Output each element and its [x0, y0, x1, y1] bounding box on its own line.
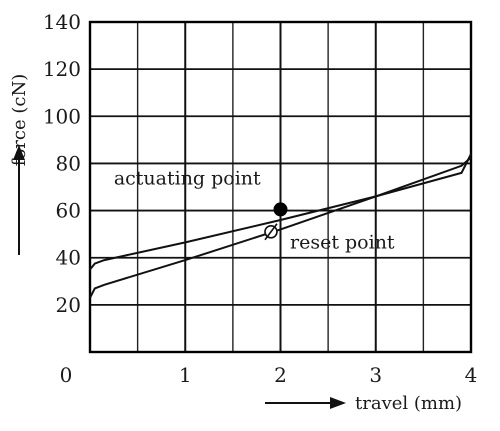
x-tick-label: 2 — [274, 363, 287, 387]
y-tick-label: 40 — [56, 246, 81, 270]
origin-label: 0 — [60, 363, 73, 387]
y-axis-label: force (cN) — [9, 74, 30, 166]
annotations-group: actuating point reset point — [114, 168, 395, 254]
x-tick-label: 1 — [179, 363, 192, 387]
markers-group — [264, 202, 288, 241]
x-tick-label: 3 — [369, 363, 382, 387]
x-axis-label: travel (mm) — [355, 393, 462, 414]
series-line-1 — [89, 153, 472, 271]
y-tick-label: 80 — [56, 151, 81, 175]
x-tick-label: 4 — [465, 363, 478, 387]
y-tick-label: 120 — [43, 57, 81, 81]
y-tick-label: 60 — [56, 199, 81, 223]
y-tick-label: 100 — [43, 104, 81, 128]
actuating-point-label: actuating point — [114, 168, 261, 190]
series-line-2 — [89, 156, 472, 299]
grid — [88, 20, 473, 354]
y-tick-label: 140 — [43, 10, 81, 34]
reset-point-slash — [264, 223, 278, 241]
reset-point-label: reset point — [290, 231, 395, 253]
series-group — [89, 153, 472, 299]
x-axis-arrow — [265, 397, 346, 409]
y-tick-label: 20 — [56, 293, 81, 317]
y-axis-arrow — [13, 145, 25, 255]
tick-labels: 1 2 3 4 20 40 60 80 100 120 140 0 — [43, 10, 478, 387]
plot-frame — [88, 20, 473, 354]
actuating-point-marker — [273, 202, 288, 217]
